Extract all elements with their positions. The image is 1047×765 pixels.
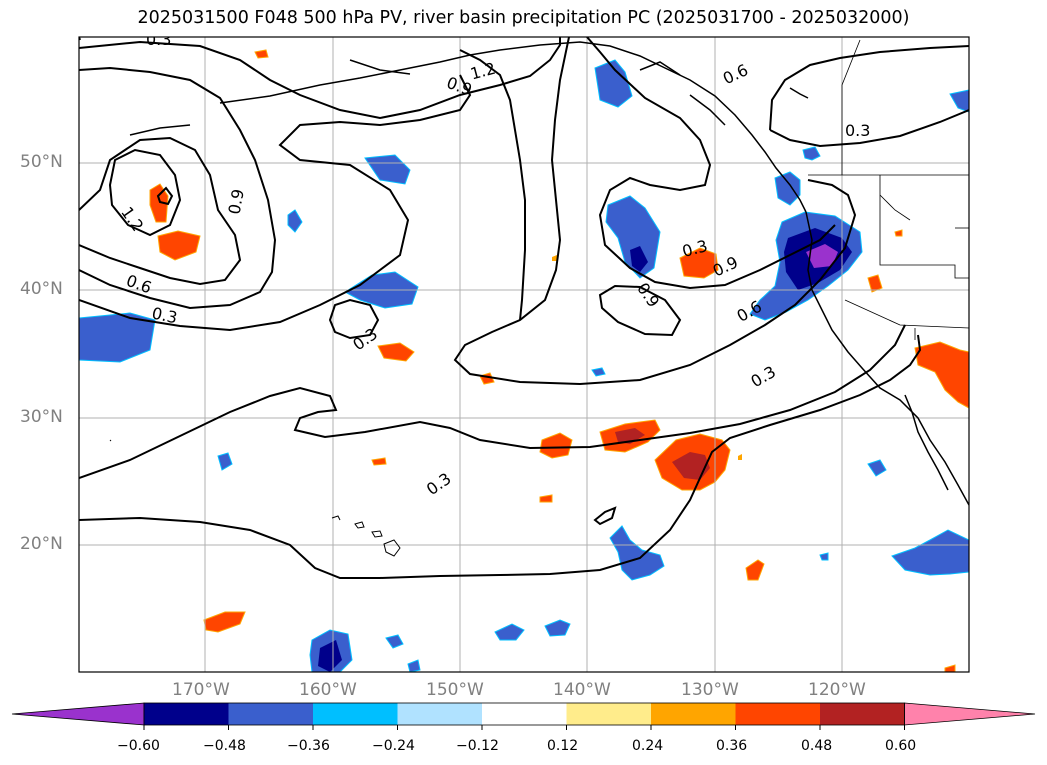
pv-contours: [79, 37, 969, 579]
colorbar-swatch: [313, 703, 398, 725]
lat-label-30n: 30°N: [20, 407, 63, 427]
colorbar: [11, 702, 1036, 730]
lon-label-170w: 170°W: [172, 680, 230, 700]
colorbar-swatch: [566, 703, 651, 725]
colorbar-swatch: [735, 703, 820, 725]
colorbar-tick-label: −0.36: [287, 738, 330, 754]
contour-label: 0.3: [150, 303, 179, 327]
colorbar-min-extend: [11, 702, 145, 726]
map-frame: [78, 36, 970, 673]
colorbar-swatch: [144, 703, 229, 725]
lat-label-20n: 20°N: [20, 534, 63, 554]
lon-label-130w: 130°W: [681, 680, 739, 700]
colorbar-swatch: [820, 703, 905, 725]
contour-label: 0.3: [845, 121, 870, 140]
contour-label: 0.9: [225, 187, 248, 215]
colorbar-tick-label: 0.36: [716, 738, 748, 754]
colorbar-tick-label: −0.12: [456, 738, 499, 754]
colorbar-max-extend: [904, 702, 1036, 726]
lon-label-160w: 160°W: [299, 680, 357, 700]
islands: [109, 439, 401, 557]
colorbar-swatch: [228, 703, 313, 725]
colorbar-tick-label: 0.24: [632, 738, 664, 754]
positive-precip-areas: [149, 49, 969, 672]
lon-label-150w: 150°W: [426, 680, 484, 700]
colorbar-tick-label: 0.12: [547, 738, 579, 754]
colorbar-tick-label: −0.48: [203, 738, 246, 754]
colorbar-tick-label: 0.60: [885, 738, 917, 754]
colorbar-tick-label: −0.24: [372, 738, 415, 754]
contour-label: 0.3: [146, 30, 171, 49]
negative-precip-areas: [79, 59, 969, 672]
colorbar-outline: [143, 702, 905, 726]
lon-label-140w: 140°W: [553, 680, 611, 700]
lat-label-40n: 40°N: [20, 279, 63, 299]
lon-label-120w: 120°W: [808, 680, 866, 700]
colorbar-swatch: [651, 703, 736, 725]
colorbar-tick-label: −0.60: [117, 738, 160, 754]
colorbar-tick-label: 0.48: [801, 738, 833, 754]
map-title: 2025031500 F048 500 hPa PV, river basin …: [137, 8, 910, 28]
colorbar-swatch: [482, 703, 567, 725]
coastlines: [129, 41, 969, 506]
lat-label-50n: 50°N: [20, 152, 63, 172]
map-area: [79, 37, 969, 672]
colorbar-swatch: [397, 703, 482, 725]
